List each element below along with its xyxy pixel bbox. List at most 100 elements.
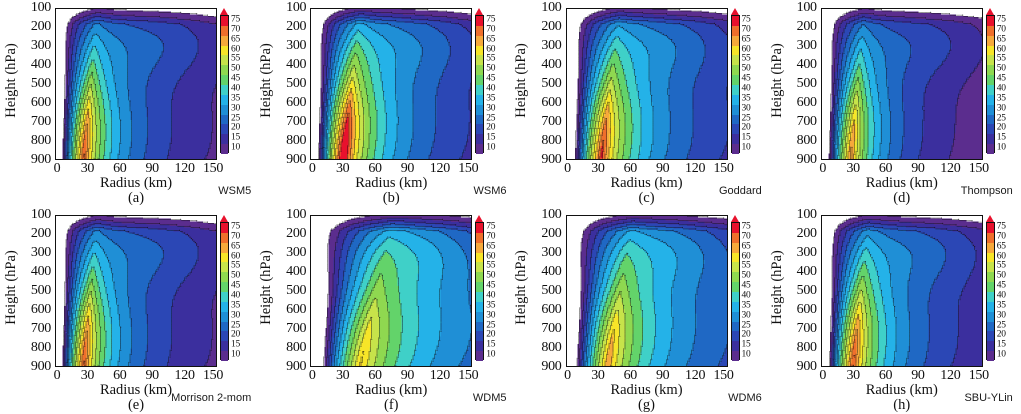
colorbar-b: 75 70 65 60 55 50 45 40 35 30 25 20 15 10	[475, 8, 484, 160]
colorbar-segment	[221, 55, 228, 65]
colorbar-segment	[987, 282, 994, 292]
colorbar-segment	[221, 292, 228, 302]
colorbar-arrow-top-d	[986, 8, 994, 15]
colorbar-segment	[732, 302, 739, 312]
y-tick-300: 300	[541, 39, 561, 53]
y-tick-200: 200	[31, 20, 51, 34]
y-tick-800: 800	[541, 341, 561, 355]
colorbar-segment	[476, 105, 483, 115]
y-axis-ticks-f: 100 200 300 400 500 600 700 800 900	[273, 215, 309, 367]
colorbar-segment	[732, 272, 739, 282]
colorbar-segment	[732, 124, 739, 134]
y-tick-300: 300	[286, 246, 306, 260]
panel-d: Height (hPa) 100 200 300 400 500 600 700 800 900…	[766, 0, 1017, 207]
y-axis-ticks-g: 100 200 300 400 500 600 700 800 900	[529, 215, 565, 367]
colorbar-arrow-top-b	[475, 8, 483, 15]
y-tick-400: 400	[797, 265, 817, 279]
y-tick-900: 900	[286, 153, 306, 167]
colorbar-segment	[476, 331, 483, 341]
colorbar-segment	[732, 322, 739, 332]
colorbar-body-b	[475, 15, 484, 153]
colorbar-segment	[987, 65, 994, 75]
colorbar-segment	[732, 233, 739, 243]
colorbar-ticks-a: 75 70 65 60 55 50 45 40 35 30 25 20 15 10	[229, 15, 253, 153]
colorbar-segment	[987, 223, 994, 233]
colorbar-f: 75 70 65 60 55 50 45 40 35 30 25 20 15 10	[475, 215, 484, 367]
colorbar-ticks-b: 75 70 65 60 55 50 45 40 35 30 25 20 15 10	[484, 15, 508, 153]
y-tick-200: 200	[286, 227, 306, 241]
scheme-label-c: Goddard	[719, 185, 762, 197]
colorbar-segment	[987, 55, 994, 65]
y-tick-400: 400	[31, 265, 51, 279]
panel-caption-a: (a)	[55, 190, 217, 207]
y-tick-600: 600	[797, 303, 817, 317]
contour-fills-c	[575, 9, 727, 159]
y-tick-800: 800	[286, 134, 306, 148]
y-tick-500: 500	[797, 284, 817, 298]
y-tick-200: 200	[541, 227, 561, 241]
colorbar-segment	[987, 262, 994, 272]
contour-fills-g	[577, 216, 727, 366]
colorbar-ticks-c: 75 70 65 60 55 50 45 40 35 30 25 20 15 10	[740, 15, 764, 153]
colorbar-segment	[476, 292, 483, 302]
colorbar-arrow-top-f	[475, 215, 483, 222]
colorbar-segment	[476, 65, 483, 75]
colorbar-segment	[732, 292, 739, 302]
colorbar-segment	[221, 223, 228, 233]
colorbar-segment	[987, 322, 994, 332]
colorbar-segment	[221, 253, 228, 263]
colorbar-tick-10: 10	[486, 350, 495, 360]
colorbar-segment	[987, 243, 994, 253]
colorbar-segment	[221, 105, 228, 115]
colorbar-ticks-h: 75 70 65 60 55 50 45 40 35 30 25 20 15 10	[995, 222, 1019, 360]
colorbar-segment	[476, 322, 483, 332]
colorbar-segment	[987, 302, 994, 312]
scheme-label-e: Morrison 2-mom	[171, 392, 251, 404]
y-tick-600: 600	[31, 303, 51, 317]
colorbar-segment	[221, 322, 228, 332]
plot-area-d	[821, 8, 983, 160]
y-tick-500: 500	[31, 77, 51, 91]
colorbar-h: 75 70 65 60 55 50 45 40 35 30 25 20 15 10	[986, 215, 995, 367]
colorbar-tick-10: 10	[231, 350, 240, 360]
colorbar-segment	[987, 134, 994, 144]
y-axis-ticks-h: 100 200 300 400 500 600 700 800 900	[784, 215, 820, 367]
colorbar-segment	[732, 262, 739, 272]
y-tick-900: 900	[286, 360, 306, 374]
panel-b: Height (hPa) 100 200 300 400 500 600 700 800 900…	[255, 0, 510, 207]
y-tick-200: 200	[31, 227, 51, 241]
colorbar-segment	[987, 233, 994, 243]
plot-area-e	[55, 215, 217, 367]
colorbar-segment	[476, 75, 483, 85]
y-axis-ticks-d: 100 200 300 400 500 600 700 800 900	[784, 8, 820, 160]
colorbar-segment	[732, 243, 739, 253]
y-tick-200: 200	[797, 20, 817, 34]
colorbar-segment	[987, 331, 994, 341]
colorbar-segment	[987, 46, 994, 56]
panel-g: Height (hPa) 100 200 300 400 500 600 700 800 900…	[511, 207, 766, 414]
colorbar-segment	[476, 262, 483, 272]
colorbar-segment	[987, 312, 994, 322]
colorbar-ticks-e: 75 70 65 60 55 50 45 40 35 30 25 20 15 10	[229, 222, 253, 360]
colorbar-segment	[987, 115, 994, 125]
colorbar-d: 75 70 65 60 55 50 45 40 35 30 25 20 15 10	[986, 8, 995, 160]
panel-f: Height (hPa) 100 200 300 400 500 600 700 800 900…	[255, 207, 510, 414]
contour-fills-b	[319, 9, 472, 159]
panel-e: Height (hPa) 100 200 300 400 500 600 700 800 900…	[0, 207, 255, 414]
panel-caption-c: (c)	[566, 190, 728, 207]
y-tick-800: 800	[797, 134, 817, 148]
y-tick-400: 400	[541, 58, 561, 72]
colorbar-segment	[476, 302, 483, 312]
colorbar-segment	[476, 312, 483, 322]
colorbar-segment	[732, 95, 739, 105]
colorbar-segment	[732, 16, 739, 26]
colorbar-segment	[987, 341, 994, 351]
y-tick-100: 100	[541, 1, 561, 15]
colorbar-segment	[732, 46, 739, 56]
contour-svg-g	[567, 216, 727, 366]
colorbar-segment	[221, 46, 228, 56]
scheme-label-h: SBU-YLin	[964, 392, 1012, 404]
y-tick-200: 200	[797, 227, 817, 241]
colorbar-body-h	[986, 222, 995, 360]
panel-caption-f: (f)	[310, 397, 472, 414]
